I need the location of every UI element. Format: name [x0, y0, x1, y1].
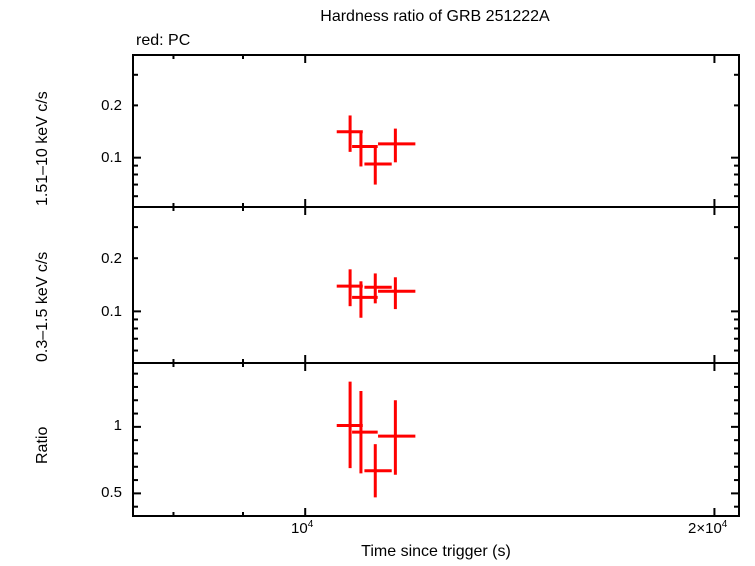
y-axis-label-top: 1.51–10 keV c/s [34, 91, 51, 206]
y-tick-top-0.2: 0.2 [101, 97, 122, 114]
x-axis-label: Time since trigger (s) [361, 543, 511, 560]
y-tick-middle-0.2: 0.2 [101, 250, 122, 267]
panel-frame-bottom [132, 362, 740, 517]
panel-frame-top [132, 54, 740, 208]
x-tick-1e4: 104 [291, 519, 313, 537]
panel-frame-middle [132, 206, 740, 364]
chart-title: Hardness ratio of GRB 251222A [320, 8, 550, 25]
y-tick-bottom-0.5: 0.5 [101, 484, 122, 501]
y-tick-bottom-1: 1 [113, 417, 122, 434]
legend-label: red: PC [136, 32, 191, 49]
x-tick-2e4-exp: 4 [721, 519, 728, 530]
x-tick-1e4-exp: 4 [307, 519, 314, 530]
y-tick-middle-0.1: 0.1 [101, 303, 122, 320]
y-axis-label-bottom: Ratio [34, 426, 51, 464]
y-tick-top-0.1: 0.1 [101, 149, 122, 166]
x-tick-1e4-mantissa: 10 [291, 520, 308, 537]
x-tick-2e4: 2×104 [688, 519, 727, 537]
x-tick-2e4-mantissa: 2×10 [688, 520, 722, 537]
y-axis-label-middle: 0.3–1.5 keV c/s [34, 251, 51, 362]
